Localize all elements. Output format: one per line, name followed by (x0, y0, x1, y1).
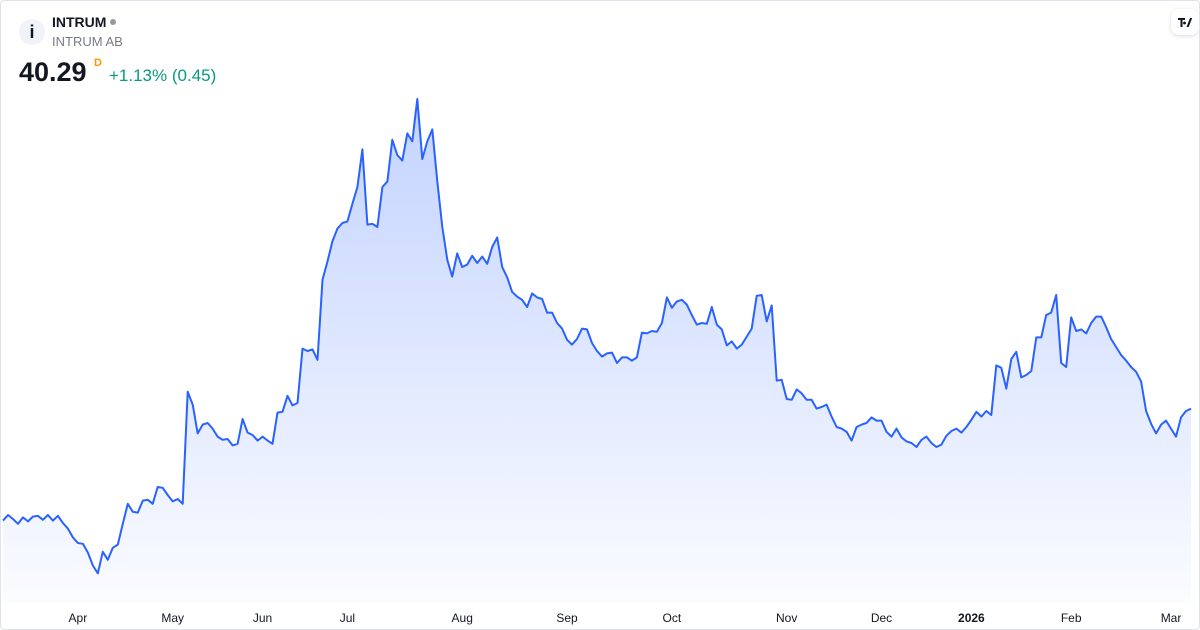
price-change: +1.13% (0.45) (109, 66, 217, 85)
x-tick-label: Apr (69, 611, 88, 625)
x-tick-label: Sep (556, 611, 578, 625)
x-tick-label: Mar (1161, 611, 1182, 625)
symbol-row: INTRUM (52, 14, 117, 30)
x-tick-label: Aug (452, 611, 473, 625)
status-dot (110, 19, 117, 25)
logo: i (19, 19, 45, 45)
x-tick-label: Jul (340, 611, 355, 625)
brand-button[interactable] (1171, 9, 1199, 35)
company-name: INTRUM AB (52, 34, 123, 49)
symbol: INTRUM (52, 14, 107, 30)
x-tick-label: 2026 (958, 611, 985, 625)
x-tick-label: Dec (871, 611, 892, 625)
x-tick-label: Oct (663, 611, 682, 625)
brand-logo (1178, 18, 1193, 27)
x-tick-label: Feb (1061, 611, 1082, 625)
x-tick-label: Nov (776, 611, 797, 625)
x-tick-label: Jun (253, 611, 272, 625)
price-line (2, 98, 1192, 575)
x-tick-label: May (161, 611, 184, 625)
price: 40.29 (19, 57, 87, 87)
price-flag: D (94, 57, 102, 69)
